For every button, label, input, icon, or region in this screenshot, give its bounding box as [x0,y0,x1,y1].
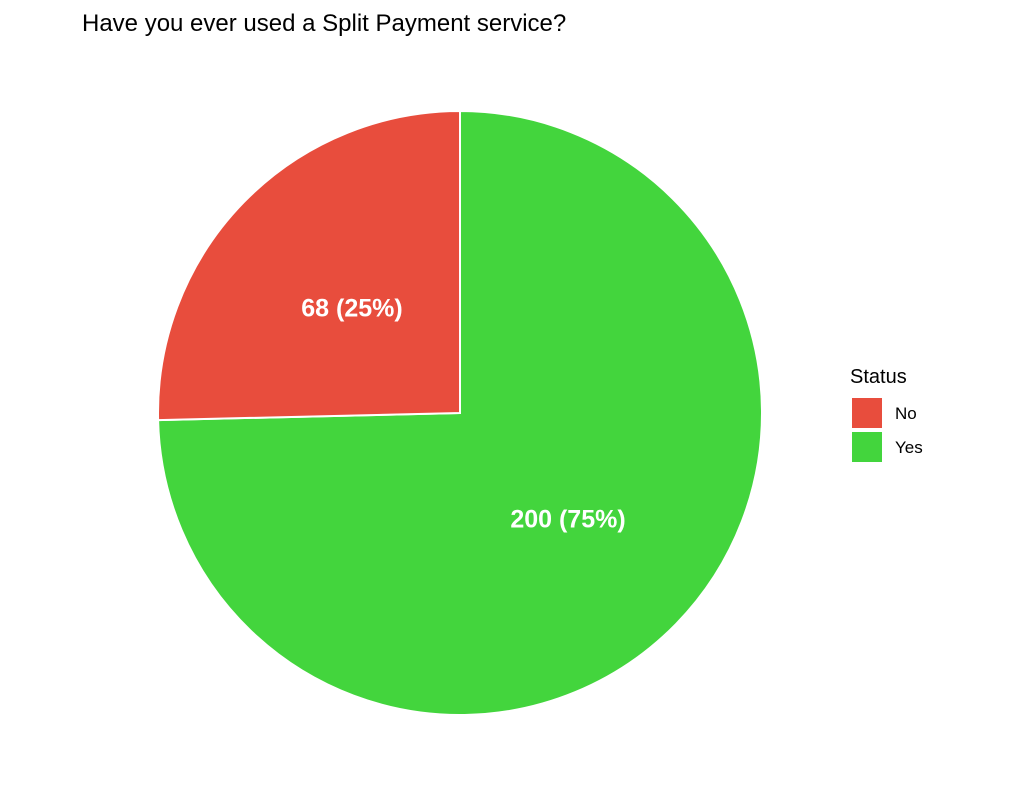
legend-items: No Yes [852,398,923,462]
legend-label-yes: Yes [895,438,923,457]
slice-label-yes: 200 (75%) [510,506,625,534]
legend-title: Status [850,366,907,388]
chart-title: Have you ever used a Split Payment servi… [82,10,566,37]
slice-label-no: 68 (25%) [301,294,402,322]
legend-swatch-yes [852,432,882,462]
pie-labels: 200 (75%) 68 (25%) [301,294,625,533]
legend: Status No Yes [850,366,923,462]
legend-label-no: No [895,404,917,423]
pie-slice-no [157,109,461,422]
legend-swatch-no [852,398,882,428]
pie-slices [157,109,763,716]
